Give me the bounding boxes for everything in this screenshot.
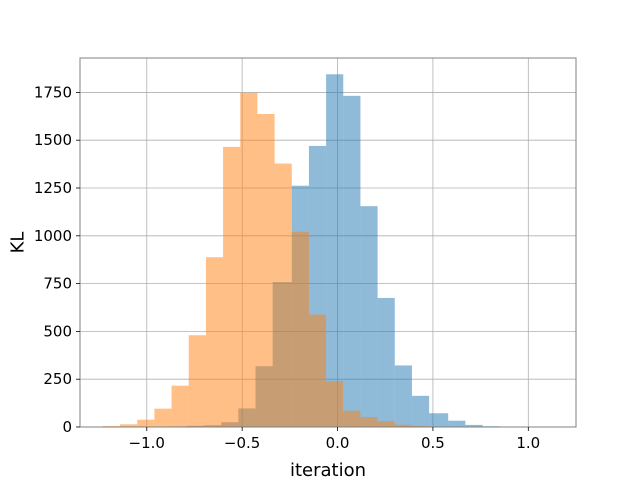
- x-tick-label-3: 0.5: [421, 434, 445, 452]
- y-tick-label-0: 0: [62, 418, 72, 436]
- histogram-bar-s1-1: [120, 424, 138, 427]
- histogram-bar-s1-7: [223, 146, 241, 427]
- x-axis-label: iteration: [290, 460, 366, 480]
- histogram-bar-s0-9: [326, 74, 344, 428]
- histogram-bar-s1-15: [360, 417, 378, 427]
- histogram-bar-s0-16: [448, 420, 466, 427]
- histogram-bar-s1-3: [154, 408, 172, 427]
- histogram-bars: [102, 74, 552, 428]
- y-tick-label-7: 1750: [34, 83, 72, 101]
- histogram-bar-s1-8: [240, 92, 258, 428]
- x-tick-label-1: −0.5: [224, 434, 260, 452]
- histogram-bar-s0-15: [429, 413, 449, 427]
- histogram-bar-s0-10: [343, 95, 361, 427]
- histogram-bar-s1-17: [394, 424, 412, 427]
- x-tick-label-0: −1.0: [129, 434, 165, 452]
- histogram-bar-s1-10: [274, 163, 292, 427]
- histogram-bar-s1-13: [326, 381, 344, 427]
- x-tick-label-2: 0.0: [326, 434, 350, 452]
- histogram-bar-s1-5: [188, 335, 206, 427]
- histogram-bar-s1-6: [205, 257, 224, 427]
- y-tick-label-3: 750: [43, 275, 72, 293]
- y-tick-label-6: 1500: [34, 131, 72, 149]
- histogram-bar-s1-2: [137, 419, 155, 427]
- plot-frame: [79, 57, 577, 428]
- histogram-bar-s1-16: [377, 421, 395, 427]
- axis-ticks: −1.0 −0.5 0.0 0.5 1.0 0 250 500 750 1000 1250 1500 1…: [34, 83, 540, 452]
- y-tick-label-5: 1250: [34, 179, 72, 197]
- histogram-bar-s1-9: [257, 114, 275, 428]
- y-axis-label: KL: [7, 232, 28, 254]
- y-tick-label-2: 500: [43, 322, 72, 340]
- histogram-bar-s0-13: [394, 365, 412, 427]
- histogram-bar-s1-14: [343, 410, 361, 427]
- histogram-bar-s0-12: [377, 297, 395, 427]
- histogram-bar-s1-4: [171, 385, 189, 427]
- histogram-bar-s0-14: [411, 395, 430, 427]
- histogram-bar-s0-17: [465, 424, 483, 427]
- histogram-bar-s1-11: [291, 231, 309, 427]
- y-tick-label-4: 1000: [34, 227, 72, 245]
- histogram-bar-s0-11: [360, 206, 378, 427]
- y-tick-label-1: 250: [43, 370, 72, 388]
- x-tick-label-4: 1.0: [516, 434, 540, 452]
- histogram-series-1: [102, 92, 430, 428]
- histogram-bar-s1-12: [308, 314, 327, 427]
